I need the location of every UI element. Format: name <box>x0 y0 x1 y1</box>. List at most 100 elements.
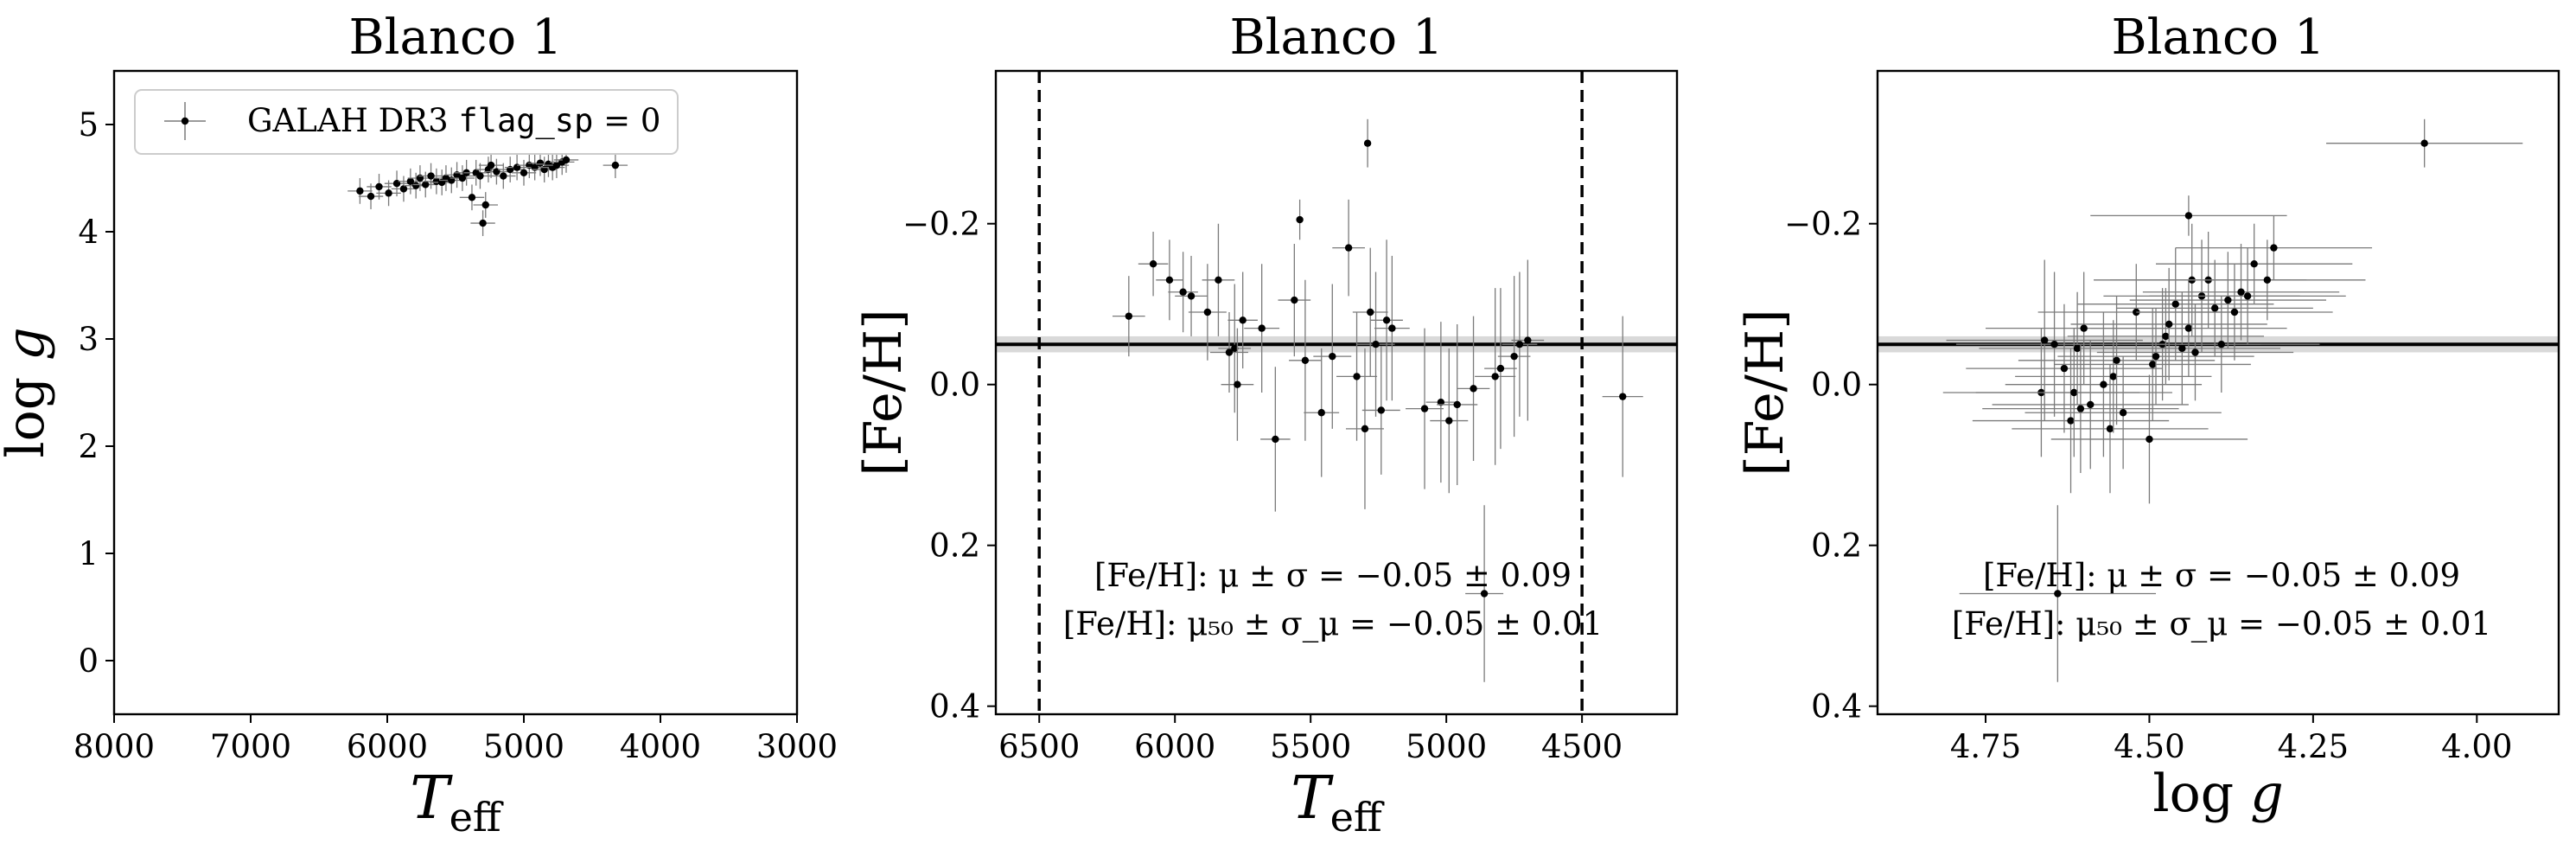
data-point-36 <box>1511 259 1545 421</box>
y-tick-label: 0.0 <box>929 367 980 404</box>
data-marker <box>1165 276 1174 284</box>
x-axis-label: Teff <box>410 764 504 840</box>
panel-title: Blanco 1 <box>348 10 562 66</box>
data-marker <box>481 201 489 209</box>
data-marker <box>1445 417 1453 425</box>
data-point-9 <box>1982 344 2179 473</box>
data-point-1 <box>1112 276 1145 357</box>
data-point-2 <box>1138 232 1169 297</box>
stats-annotation-prefix: [Fe/H]: μ ± σ = <box>1094 557 1355 594</box>
x-tick-label: 6000 <box>347 728 428 765</box>
data-marker <box>1353 373 1361 380</box>
panel-title: Blanco 1 <box>1229 10 1443 66</box>
data-marker <box>1258 324 1266 332</box>
x-tick-label: 6000 <box>1134 728 1215 765</box>
data-point-3 <box>1946 259 2143 421</box>
stats-annotation-value: −0.05 ± 0.01 <box>2275 605 2491 642</box>
data-point-31 <box>1465 505 1504 682</box>
data-point-29 <box>1437 323 1478 485</box>
data-marker <box>2146 435 2153 444</box>
x-tick-label: 4.25 <box>2278 728 2349 765</box>
x-tick-label: 7000 <box>210 728 291 765</box>
data-marker <box>2224 296 2232 304</box>
data-point-6 <box>1972 348 2170 494</box>
data-marker <box>2152 352 2160 361</box>
data-marker <box>1272 435 1279 444</box>
data-marker <box>385 189 392 197</box>
data-marker <box>1367 308 1374 316</box>
data-marker <box>2054 590 2062 598</box>
data-marker <box>2100 380 2107 388</box>
data-point-4 <box>376 180 401 207</box>
y-tick-label: 0 <box>78 642 99 680</box>
data-marker <box>2080 324 2088 332</box>
data-marker <box>468 194 476 201</box>
data-marker <box>2420 139 2428 147</box>
data-marker <box>1329 352 1336 361</box>
stats-annotation-value: −0.05 ± 0.01 <box>1387 605 1603 642</box>
data-point-14 <box>2015 320 2212 433</box>
legend-label-suffix: = 0 <box>593 102 660 139</box>
data-point-33 <box>1484 288 1517 450</box>
x-tick-label: 4.00 <box>2441 728 2512 765</box>
data-point-23 <box>1361 346 1400 475</box>
data-marker <box>2067 417 2075 425</box>
data-marker <box>422 181 430 189</box>
data-marker <box>1203 308 1212 316</box>
data-marker <box>2217 341 2225 348</box>
data-marker <box>2270 244 2278 252</box>
data-marker <box>500 172 507 180</box>
data-marker <box>2113 356 2120 364</box>
data-point-40 <box>603 152 628 178</box>
data-marker <box>552 161 561 169</box>
data-point-16 <box>2024 356 2222 470</box>
data-point-41 <box>2090 195 2287 236</box>
data-point-19 <box>459 184 485 211</box>
y-tick-label: 0.2 <box>929 527 980 565</box>
data-point-38 <box>1363 118 1372 168</box>
x-tick-label: 5500 <box>1270 728 1351 765</box>
x-tick-label: 4000 <box>620 728 701 765</box>
data-point-1 <box>1959 505 2157 682</box>
data-marker <box>1470 385 1477 393</box>
data-point-15 <box>1289 279 1322 441</box>
data-point-37 <box>1602 316 1643 477</box>
data-marker <box>2050 341 2058 348</box>
data-marker <box>406 177 415 185</box>
data-point-13 <box>1260 367 1291 512</box>
data-point-1 <box>348 178 373 204</box>
data-marker <box>2149 361 2157 368</box>
data-point-31 <box>2116 259 2313 357</box>
data-point-28 <box>1430 348 1469 494</box>
stats-annotation-value: −0.05 ± 0.09 <box>2244 557 2460 594</box>
x-tick-label: 5000 <box>1406 728 1487 765</box>
data-point-9 <box>1218 284 1252 413</box>
data-marker <box>2184 324 2193 332</box>
data-point-18 <box>1332 199 1365 297</box>
data-point-21 <box>468 163 493 189</box>
data-point-35 <box>2142 243 2340 341</box>
stats-annotation-prefix: [Fe/H]: μ ± σ = <box>1983 557 2244 594</box>
data-marker <box>520 169 528 176</box>
y-tick-label: 4 <box>78 214 99 251</box>
legend-marker-icon <box>181 117 189 125</box>
data-marker <box>1420 405 1429 412</box>
legend-frame <box>134 89 679 155</box>
data-marker <box>367 192 375 201</box>
stats-annotation-1: [Fe/H]: μ ± σ = −0.05 ± 0.09 <box>1094 557 1572 594</box>
data-point-25 <box>1374 255 1410 401</box>
stats-annotation-2: [Fe/H]: μ₅₀ ± σ_μ = −0.05 ± 0.01 <box>1952 605 2491 643</box>
data-marker <box>2230 308 2239 316</box>
data-marker <box>1301 356 1310 364</box>
data-marker <box>1239 316 1247 324</box>
legend-label: GALAH DR3 flag_sp = 0 <box>247 102 660 140</box>
data-point-21 <box>1352 247 1388 377</box>
y-tick-label: 0.0 <box>1811 367 1862 404</box>
data-point-10 <box>1221 328 1254 441</box>
data-marker <box>1344 244 1353 252</box>
data-marker <box>427 172 435 180</box>
data-marker <box>432 177 441 185</box>
data-marker <box>1453 400 1461 409</box>
data-point-17 <box>450 165 475 191</box>
